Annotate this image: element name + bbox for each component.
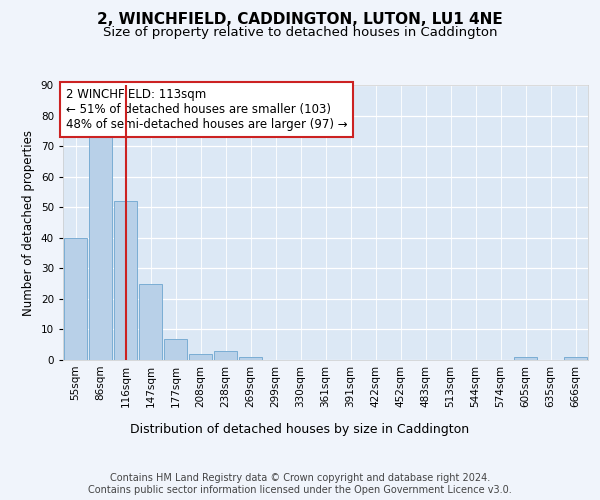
Bar (514, 357, 537, 360)
Y-axis label: Number of detached properties: Number of detached properties (22, 130, 35, 316)
Text: Distribution of detached houses by size in Caddington: Distribution of detached houses by size … (130, 422, 470, 436)
Bar (239, 357, 262, 360)
Bar (164, 338, 187, 360)
Bar (564, 357, 587, 360)
Text: Contains HM Land Registry data © Crown copyright and database right 2024.
Contai: Contains HM Land Registry data © Crown c… (88, 474, 512, 495)
Bar (89, 137, 112, 360)
Bar (214, 351, 237, 360)
Text: 2 WINCHFIELD: 113sqm
← 51% of detached houses are smaller (103)
48% of semi-deta: 2 WINCHFIELD: 113sqm ← 51% of detached h… (65, 88, 347, 130)
Text: Size of property relative to detached houses in Caddington: Size of property relative to detached ho… (103, 26, 497, 39)
Bar (139, 284, 162, 360)
Bar (189, 354, 212, 360)
Text: 2, WINCHFIELD, CADDINGTON, LUTON, LU1 4NE: 2, WINCHFIELD, CADDINGTON, LUTON, LU1 4N… (97, 12, 503, 28)
Bar (64, 238, 87, 360)
Bar (114, 201, 137, 360)
